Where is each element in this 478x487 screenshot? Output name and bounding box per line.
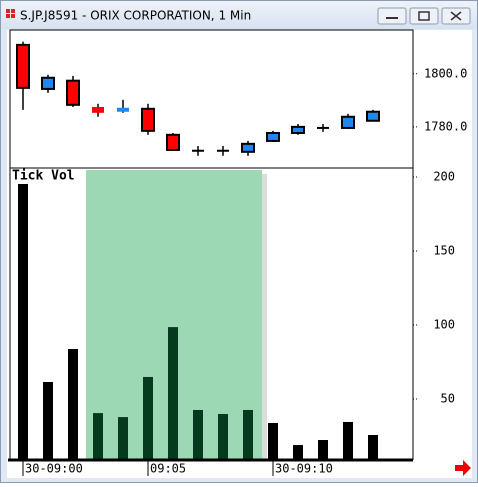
- volume-bar: [218, 413, 228, 460]
- close-button[interactable]: [441, 7, 471, 25]
- volume-bar: [268, 423, 278, 460]
- candle-body: [92, 106, 104, 113]
- scroll-arrow[interactable]: [455, 460, 471, 476]
- volume-bar: [43, 382, 53, 460]
- volume-bar: [93, 413, 103, 460]
- y-tick-label: 150: [433, 244, 455, 258]
- volume-bar: [318, 440, 328, 460]
- candle-body: [266, 131, 280, 142]
- x-tick-label: 09:05: [150, 462, 186, 476]
- volume-bar: [118, 417, 128, 460]
- maximize-button[interactable]: [409, 7, 439, 25]
- window-title: S.JP.J8591 - ORIX CORPORATION, 1 Min: [20, 9, 251, 23]
- candle-body: [241, 142, 255, 153]
- volume-bar: [243, 409, 253, 460]
- candle-body: [341, 115, 355, 129]
- y-tick-label: 1800.0: [424, 66, 467, 80]
- selection-shadow: [262, 174, 267, 460]
- price-panel-border: [9, 29, 414, 169]
- volume-bar: [343, 421, 353, 460]
- y-tick-label: 200: [433, 170, 455, 184]
- y-tick-label: 100: [433, 318, 455, 332]
- candle-body: [41, 76, 55, 90]
- y-tick-label: 50: [441, 392, 455, 406]
- candle-body: [16, 43, 30, 89]
- candle-body: [192, 149, 204, 152]
- y-tick-label: 1780.0: [424, 119, 467, 133]
- minimize-button[interactable]: [377, 7, 407, 25]
- candle-body: [166, 133, 180, 151]
- candle-body: [366, 110, 380, 122]
- candle-body: [317, 126, 329, 129]
- x-tick-label: 30-09:00: [25, 462, 83, 476]
- candle-body: [117, 107, 129, 112]
- volume-bar: [368, 434, 378, 460]
- volume-bar: [68, 349, 78, 460]
- app-icon: [6, 9, 15, 18]
- volume-bar: [18, 183, 28, 461]
- candle-body: [217, 149, 229, 152]
- x-tick-label: 30-09:10: [275, 462, 333, 476]
- volume-bar: [143, 376, 153, 460]
- volume-bar: [193, 409, 203, 460]
- volume-bar: [168, 327, 178, 460]
- candle-body: [66, 79, 80, 106]
- volume-title: Tick Vol: [12, 169, 75, 184]
- candle-body: [291, 125, 305, 134]
- volume-bar: [293, 445, 303, 460]
- candle-body: [141, 107, 155, 132]
